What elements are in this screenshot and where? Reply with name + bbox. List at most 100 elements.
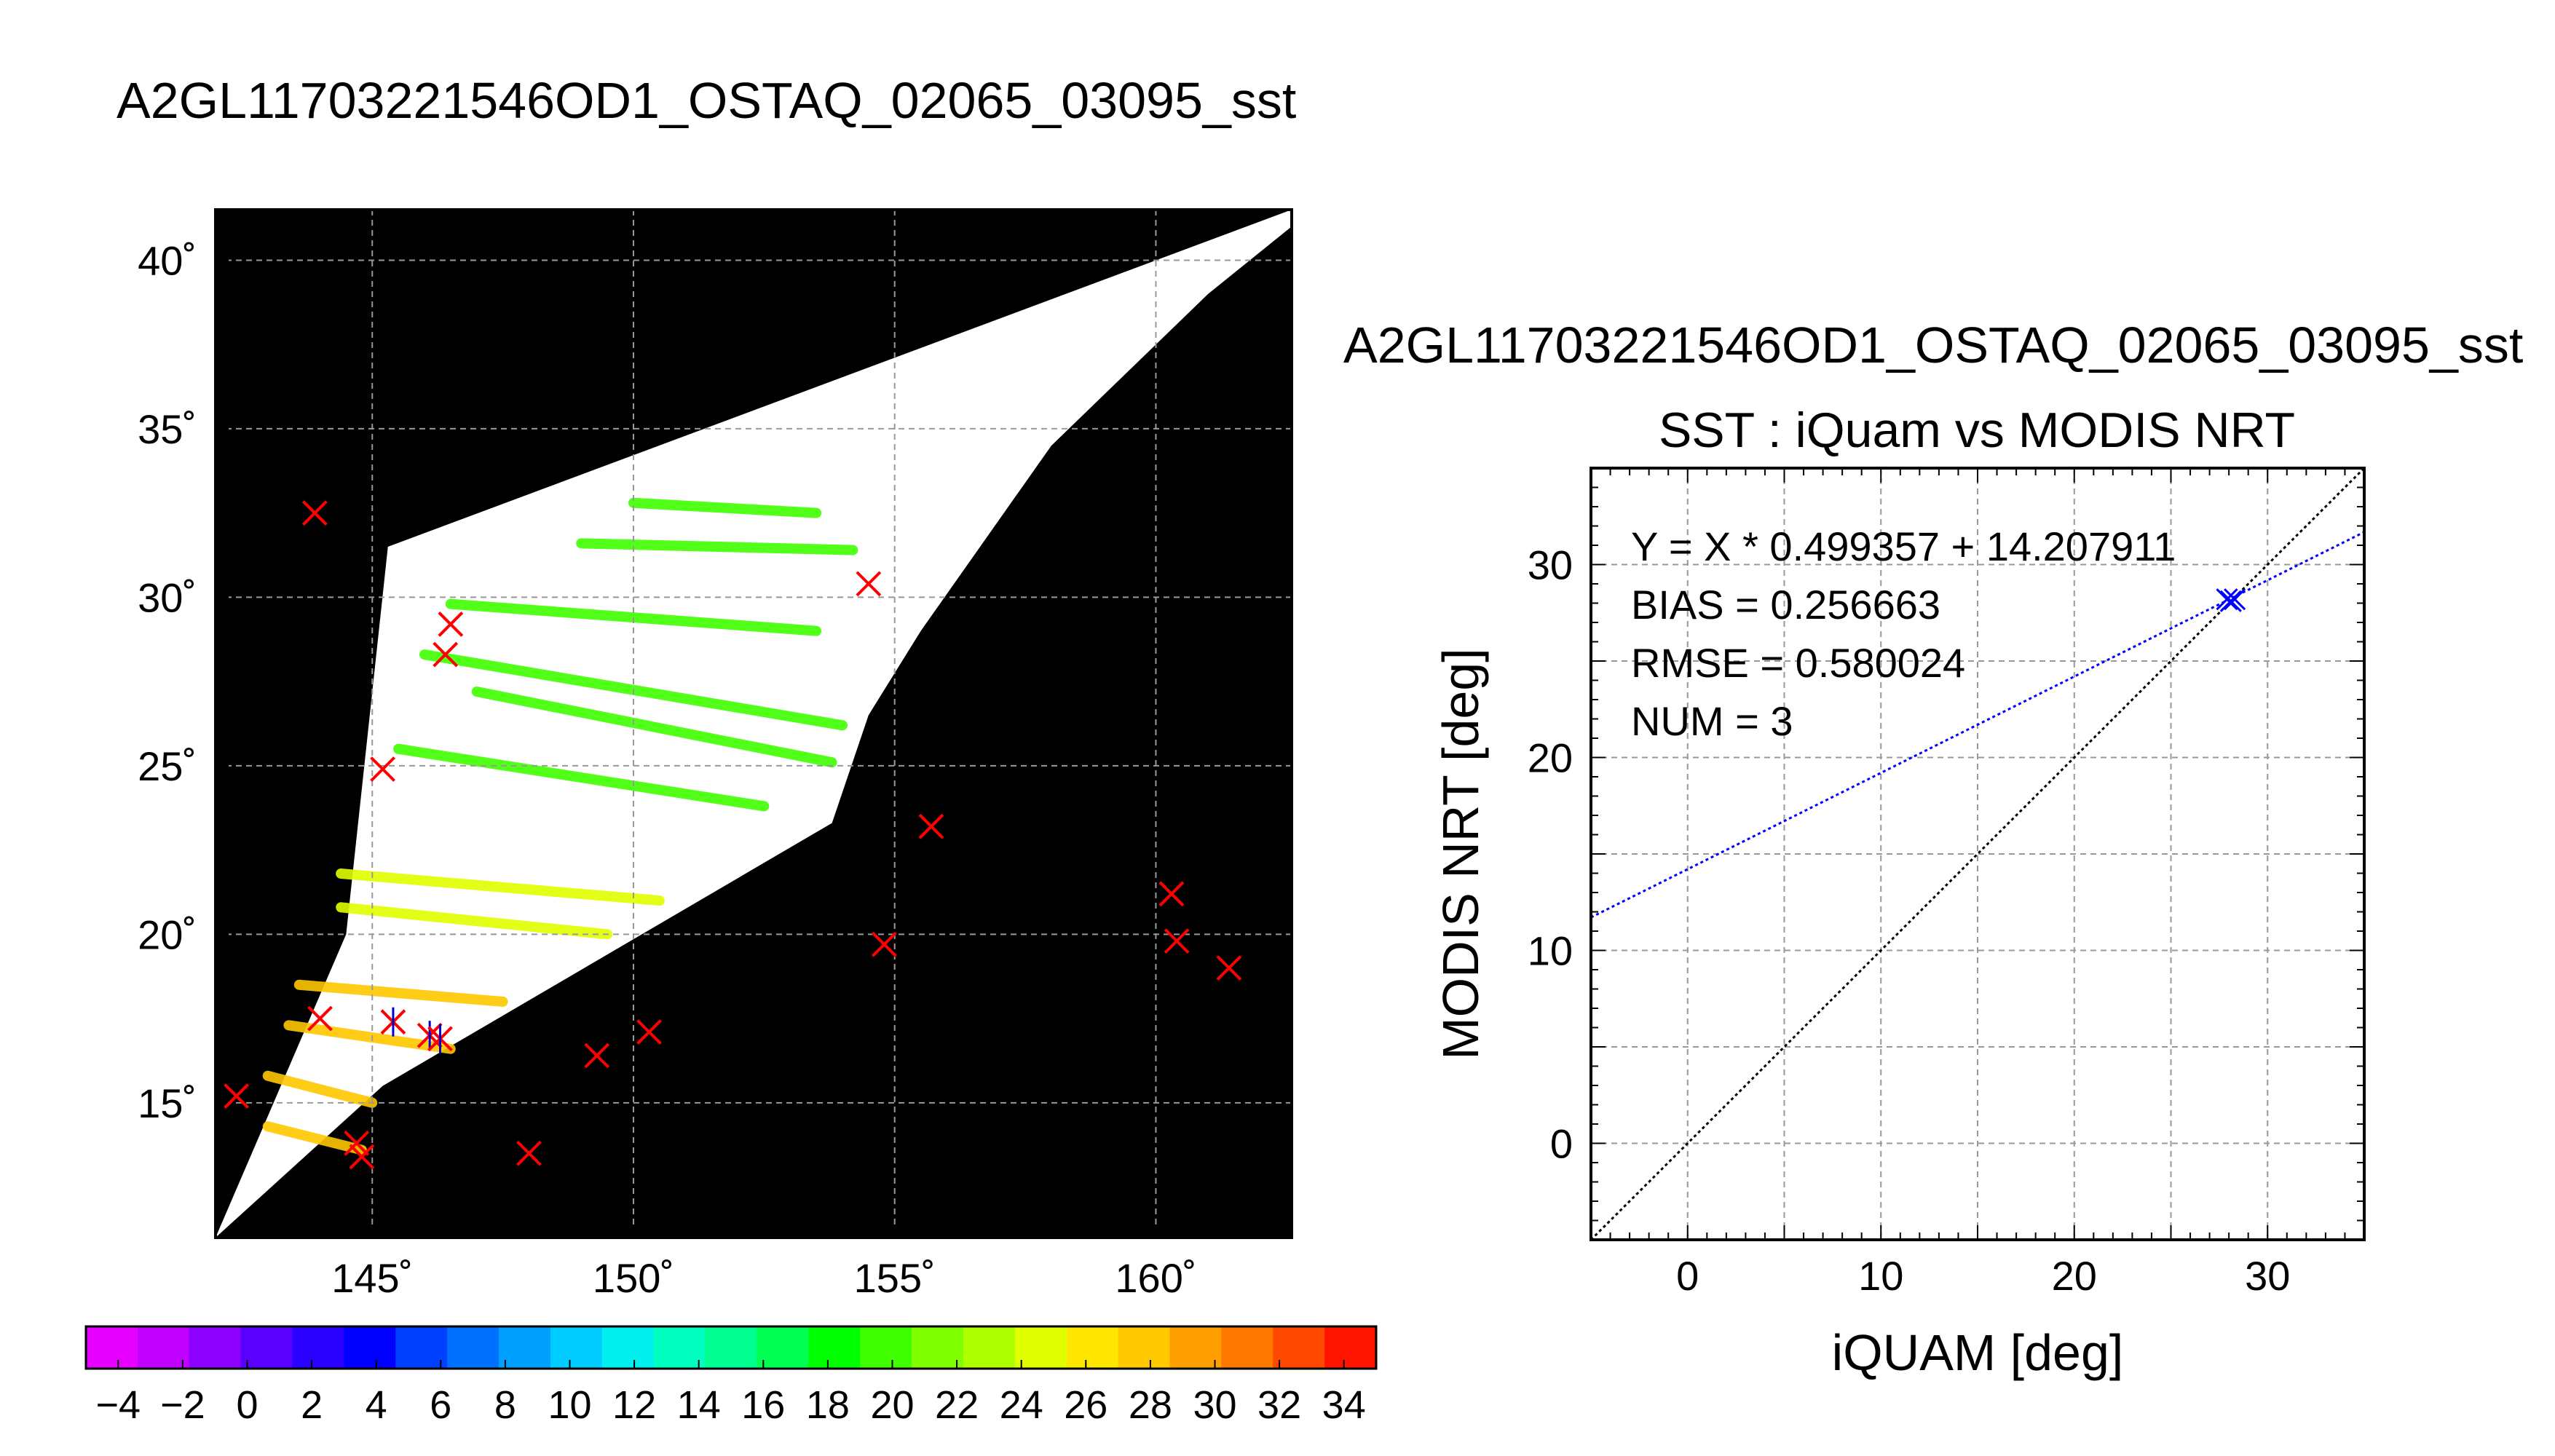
colorbar-label: 28	[1129, 1383, 1172, 1427]
colorbar-swatch	[1066, 1326, 1119, 1369]
colorbar-swatch	[1324, 1326, 1377, 1369]
fit-line	[1591, 531, 2364, 919]
scatter-x-tick-label: 0	[1676, 1253, 1699, 1299]
sst-streak	[283, 1020, 456, 1054]
scatter-grid	[1591, 468, 2364, 1240]
sst-streak	[262, 1070, 378, 1108]
unmatched-point-marker	[918, 813, 944, 839]
scatter-point	[2219, 590, 2242, 612]
map-grid	[216, 210, 1292, 1238]
scatter-points	[2216, 588, 2246, 612]
colorbar-swatch	[1014, 1326, 1067, 1369]
scatter-ticks: 0 10 20 30 0 10 20 30	[1528, 467, 2365, 1299]
map-lat-tick-label: 35˚	[138, 406, 197, 452]
colorbar-swatch	[395, 1326, 448, 1369]
stats-bias: BIAS = 0.256663	[1631, 582, 1940, 628]
stats-rmse: RMSE = 0.580024	[1631, 640, 1965, 686]
colorbar-swatch	[757, 1326, 809, 1369]
unmatched-point-marker	[1158, 881, 1185, 907]
scatter-y-tick-label: 0	[1550, 1121, 1573, 1167]
colorbar-label: 8	[494, 1383, 516, 1427]
sst-streak	[262, 1121, 367, 1155]
colorbar-label: 26	[1064, 1383, 1107, 1427]
sst-streak	[628, 497, 822, 518]
colorbar	[84, 1325, 1378, 1370]
unmatched-point-marker	[871, 931, 897, 957]
scatter-ylabel: MODIS NRT [deg]	[1432, 648, 1489, 1059]
colorbar-label: 24	[1000, 1383, 1043, 1427]
colorbar-swatch	[1273, 1326, 1325, 1369]
colorbar-swatch	[137, 1326, 190, 1369]
colorbar-label: 30	[1193, 1383, 1236, 1427]
colorbar-swatch	[601, 1326, 655, 1369]
map-lon-tick-label: 150˚	[593, 1255, 674, 1301]
swath-polygon	[216, 210, 1292, 1238]
unmatched-point-marker	[584, 1042, 610, 1069]
matched-point-marker	[427, 1024, 453, 1053]
unmatched-point-marker	[433, 641, 459, 668]
scatter-point	[2216, 588, 2238, 611]
colorbar-swatch	[653, 1326, 706, 1369]
unmatched-point-marker	[307, 1005, 333, 1032]
sst-streak	[393, 743, 770, 812]
unmatched-point-marker	[1164, 928, 1190, 954]
stats-fit-equation: Y = X * 0.499357 + 14.207911	[1631, 523, 2176, 569]
colorbar-label: 0	[236, 1383, 258, 1427]
colorbar-swatch	[240, 1326, 293, 1369]
colorbar-swatch	[344, 1326, 396, 1369]
colorbar-swatch	[550, 1326, 603, 1369]
colorbar-label: −4	[96, 1383, 141, 1427]
map-lon-tick-label: 160˚	[1115, 1255, 1196, 1301]
unmatched-point-marker	[224, 1083, 250, 1109]
unmatched-point-marker	[301, 500, 328, 526]
scatter-x-tick-label: 30	[2245, 1253, 2290, 1299]
colorbar-label: 14	[677, 1383, 721, 1427]
map-lat-tick-label: 15˚	[138, 1080, 197, 1126]
stats-box: Y = X * 0.499357 + 14.207911 BIAS = 0.25…	[1631, 523, 2176, 744]
sst-streak	[336, 902, 613, 940]
scatter-title: A2GL11703221546OD1_OSTAQ_02065_03095_sst	[1343, 317, 2523, 373]
colorbar-swatch	[1169, 1326, 1222, 1369]
unmatched-point-marker	[1216, 955, 1242, 981]
colorbar-swatch	[912, 1326, 964, 1369]
colorbar-label: 22	[935, 1383, 979, 1427]
colorbar-swatch	[1221, 1326, 1273, 1369]
scatter-subtitle: SST : iQuam vs MODIS NRT	[1659, 403, 2295, 458]
colorbar-swatch	[1118, 1326, 1170, 1369]
sst-streak	[576, 538, 858, 555]
colorbar-swatch	[292, 1326, 344, 1369]
scatter-xlabel: iQUAM [deg]	[1832, 1324, 2124, 1381]
matched-point-marker	[380, 1007, 406, 1037]
colorbar-label: 18	[806, 1383, 850, 1427]
map-frame	[214, 208, 1293, 1239]
map-marker-layer	[224, 500, 1242, 1170]
colorbar-labels: −4 −2 0 2 4 6 8 10 12 14 16 18 20 22 24 26 28 30 32 34	[96, 1383, 1366, 1427]
map-lon-tick-label: 155˚	[854, 1255, 936, 1301]
colorbar-frame	[84, 1325, 1378, 1370]
scatter-y-tick-label: 30	[1528, 542, 1573, 588]
colorbar-label: 20	[870, 1383, 914, 1427]
colorbar-swatch	[189, 1326, 242, 1369]
swath-layer	[216, 210, 1292, 1238]
map-lon-ticks: 145˚ 150˚ 155˚ 160˚	[331, 1255, 1196, 1301]
colorbar-label: 32	[1257, 1383, 1301, 1427]
sst-streak	[293, 979, 508, 1007]
map-lat-tick-label: 25˚	[138, 743, 197, 789]
unmatched-point-marker	[370, 756, 396, 782]
map-lon-tick-label: 145˚	[331, 1255, 413, 1301]
unmatched-point-marker	[516, 1140, 542, 1166]
map-lat-tick-label: 40˚	[138, 237, 197, 283]
colorbar-label: 12	[612, 1383, 656, 1427]
colorbar-label: 6	[430, 1383, 451, 1427]
colorbar-swatch	[963, 1326, 1016, 1369]
sst-streak	[336, 869, 665, 906]
unmatched-point-marker	[349, 1144, 375, 1170]
unmatched-point-marker	[344, 1130, 370, 1156]
colorbar-swatch	[808, 1326, 861, 1369]
unmatched-point-marker	[438, 612, 464, 637]
sst-streak	[471, 687, 837, 768]
unmatched-point-marker	[856, 571, 882, 597]
colorbar-label: 10	[548, 1383, 591, 1427]
colorbar-label: 34	[1322, 1383, 1366, 1427]
scatter-x-tick-label: 10	[1858, 1253, 1903, 1299]
